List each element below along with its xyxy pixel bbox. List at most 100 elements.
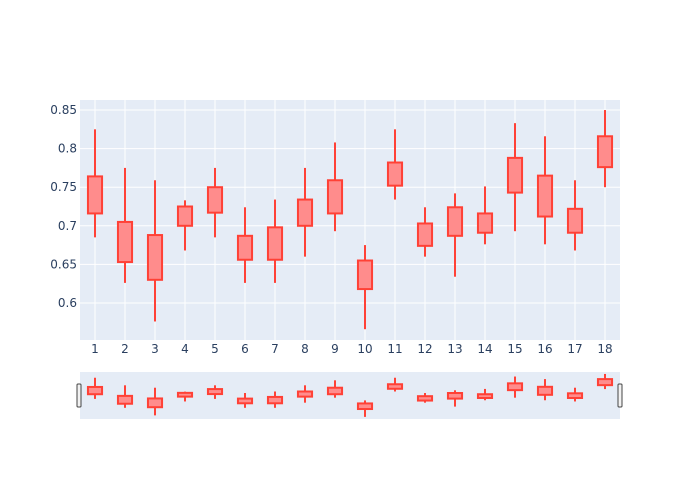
box-body[interactable] [326, 386, 344, 396]
box-body[interactable] [266, 226, 284, 261]
box-body[interactable] [536, 385, 554, 396]
box-body[interactable] [536, 174, 554, 218]
y-tick-label: 0.85 [50, 103, 77, 117]
box-body[interactable] [176, 205, 194, 227]
box-body[interactable] [476, 212, 494, 234]
range-slider-left-handle[interactable] [76, 383, 82, 408]
box-main-15 [506, 123, 524, 232]
box-body[interactable] [86, 385, 104, 396]
box-preview-14 [476, 388, 494, 401]
box-main-6 [236, 207, 254, 283]
y-axis: 0.6 0.65 0.7 0.75 0.8 0.85 [50, 103, 77, 310]
box-body[interactable] [356, 259, 374, 291]
x-tick-label: 11 [387, 342, 402, 356]
box-preview-8 [296, 385, 314, 403]
box-preview-3 [146, 387, 164, 416]
box-main-3 [146, 180, 164, 322]
y-tick-label: 0.7 [58, 219, 77, 233]
box-preview-11 [386, 377, 404, 392]
range-slider-right-handle[interactable] [617, 383, 623, 408]
box-preview-16 [536, 379, 554, 401]
box-preview-10 [356, 400, 374, 417]
box-body[interactable] [446, 392, 464, 400]
box-main-9 [326, 142, 344, 232]
box-body[interactable] [326, 179, 344, 215]
box-body[interactable] [506, 156, 524, 194]
box-body[interactable] [386, 161, 404, 187]
x-tick-label: 15 [507, 342, 522, 356]
box-body[interactable] [596, 378, 614, 387]
box-body[interactable] [506, 382, 524, 392]
box-main-4 [176, 200, 194, 251]
box-body[interactable] [386, 383, 404, 390]
box-preview-5 [206, 385, 224, 399]
box-preview-9 [326, 380, 344, 398]
x-tick-label: 7 [271, 342, 279, 356]
box-main-10 [356, 245, 374, 330]
box-main-1 [86, 129, 104, 238]
x-tick-label: 9 [331, 342, 339, 356]
box-body[interactable] [356, 402, 374, 411]
box-body[interactable] [416, 395, 434, 402]
box-body[interactable] [296, 390, 314, 398]
box-body[interactable] [206, 388, 224, 396]
range-slider[interactable] [80, 372, 620, 419]
x-tick-label: 13 [447, 342, 462, 356]
box-preview-1 [86, 377, 104, 399]
box-body[interactable] [206, 186, 224, 214]
y-tick-label: 0.75 [50, 180, 77, 194]
range-slider-preview [86, 373, 614, 417]
box-preview-2 [116, 385, 134, 408]
x-tick-label: 3 [151, 342, 159, 356]
y-tick-label: 0.6 [58, 296, 77, 310]
x-tick-label: 8 [301, 342, 309, 356]
box-main-7 [266, 199, 284, 283]
box-main-8 [296, 167, 314, 257]
box-main-13 [446, 193, 464, 277]
box-body[interactable] [236, 397, 254, 405]
box-body[interactable] [236, 234, 254, 261]
box-body[interactable] [176, 391, 194, 398]
box-body[interactable] [146, 397, 164, 409]
y-tick-label: 0.65 [50, 257, 77, 271]
box-main-5 [206, 167, 224, 238]
x-tick-label: 18 [597, 342, 612, 356]
box-main-16 [536, 136, 554, 245]
plot-area[interactable] [80, 100, 620, 340]
box-body[interactable] [296, 198, 314, 227]
x-tick-label: 2 [121, 342, 129, 356]
y-tick-label: 0.8 [58, 142, 77, 156]
box-preview-15 [506, 376, 524, 398]
x-tick-label: 5 [211, 342, 219, 356]
box-body[interactable] [146, 234, 164, 281]
box-main-2 [116, 167, 134, 283]
box-main-14 [476, 186, 494, 245]
x-axis: 1 2 3 4 5 6 7 8 9 10 11 12 13 14 15 16 17 18 [91, 342, 612, 356]
x-tick-label: 10 [357, 342, 372, 356]
box-preview-6 [236, 393, 254, 408]
box-body[interactable] [86, 175, 104, 215]
box-body[interactable] [476, 393, 494, 399]
x-tick-label: 6 [241, 342, 249, 356]
box-preview-13 [446, 390, 464, 407]
box-body[interactable] [116, 394, 134, 405]
box-preview-7 [266, 391, 284, 408]
box-preview-12 [416, 393, 434, 403]
x-tick-label: 12 [417, 342, 432, 356]
box-preview-4 [176, 391, 194, 402]
box-layer [86, 110, 614, 330]
x-tick-label: 14 [477, 342, 492, 356]
x-tick-label: 17 [567, 342, 582, 356]
box-body[interactable] [566, 392, 584, 399]
box-body[interactable] [566, 207, 584, 234]
box-body[interactable] [416, 222, 434, 247]
x-tick-label: 4 [181, 342, 189, 356]
box-body[interactable] [446, 206, 464, 237]
box-body[interactable] [596, 135, 614, 169]
box-body[interactable] [116, 220, 134, 264]
box-body[interactable] [266, 395, 284, 405]
x-tick-label: 1 [91, 342, 99, 356]
box-main-12 [416, 207, 434, 257]
